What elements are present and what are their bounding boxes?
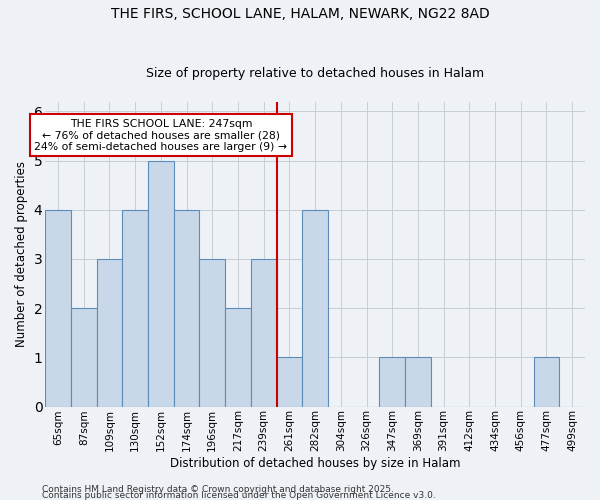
Bar (174, 210, 199, 406)
Bar (533, 358, 559, 406)
Bar (97, 259, 122, 406)
Bar (225, 308, 251, 406)
Y-axis label: Number of detached properties: Number of detached properties (15, 161, 28, 347)
Bar (71, 308, 97, 406)
Bar (405, 358, 431, 406)
Bar (148, 160, 174, 406)
Bar (277, 358, 302, 406)
Bar (302, 210, 328, 406)
Text: Contains public sector information licensed under the Open Government Licence v3: Contains public sector information licen… (42, 490, 436, 500)
Bar (122, 210, 148, 406)
Bar (379, 358, 405, 406)
Text: THE FIRS, SCHOOL LANE, HALAM, NEWARK, NG22 8AD: THE FIRS, SCHOOL LANE, HALAM, NEWARK, NG… (110, 8, 490, 22)
X-axis label: Distribution of detached houses by size in Halam: Distribution of detached houses by size … (170, 457, 460, 470)
Title: Size of property relative to detached houses in Halam: Size of property relative to detached ho… (146, 66, 484, 80)
Text: Contains HM Land Registry data © Crown copyright and database right 2025.: Contains HM Land Registry data © Crown c… (42, 484, 394, 494)
Bar (45, 210, 71, 406)
Bar (199, 259, 225, 406)
Text: THE FIRS SCHOOL LANE: 247sqm
← 76% of detached houses are smaller (28)
24% of se: THE FIRS SCHOOL LANE: 247sqm ← 76% of de… (34, 118, 287, 152)
Bar (251, 259, 277, 406)
